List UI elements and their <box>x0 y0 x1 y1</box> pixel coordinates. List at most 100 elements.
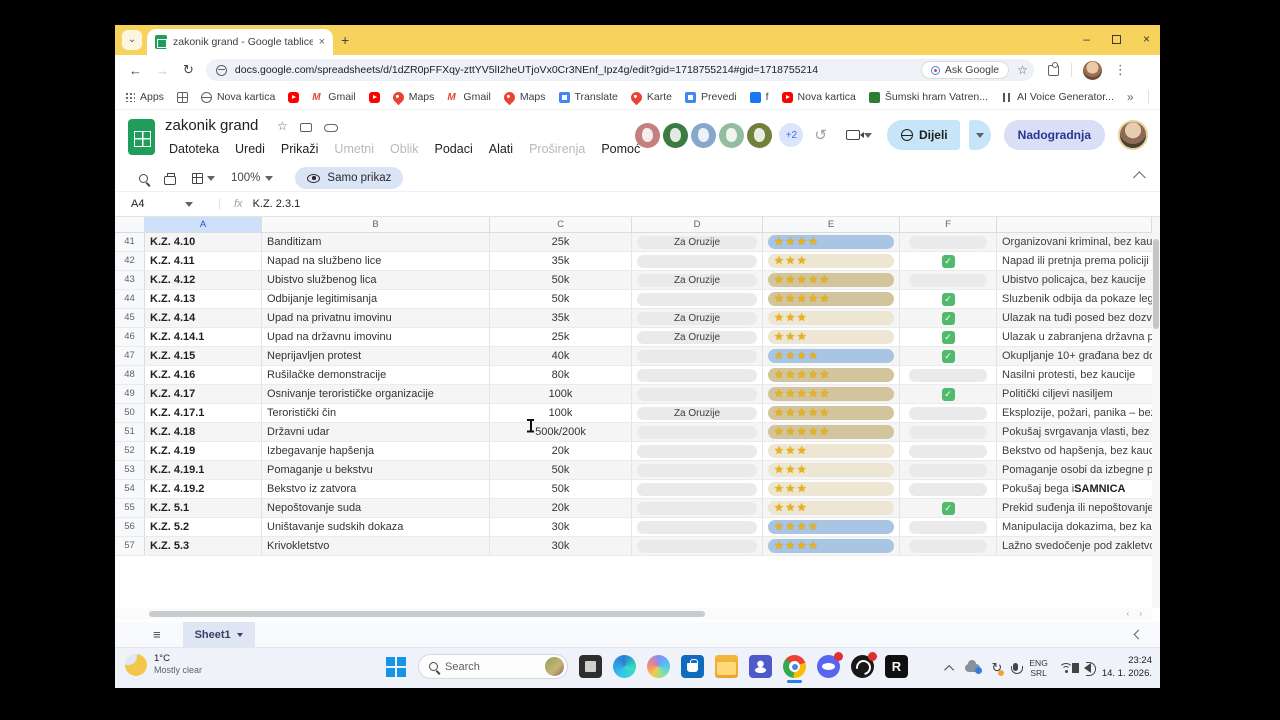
chip-za-oruzije[interactable]: Za Oruzije <box>637 330 757 344</box>
cell-description[interactable]: Neprijavljen protest <box>262 347 490 365</box>
cell-weapons[interactable] <box>632 461 763 479</box>
table-row[interactable]: 45 K.Z. 4.14 Upad na privatnu imovinu 35k Za… <box>115 309 1152 328</box>
rating-chip[interactable]: ★★★★★ <box>768 292 894 306</box>
collaborator-avatar[interactable] <box>747 122 773 148</box>
tab-search-button[interactable]: ⌄ <box>122 30 142 50</box>
cell-code[interactable]: K.Z. 5.3 <box>145 537 262 555</box>
cell-description[interactable]: Upad na privatnu imovinu <box>262 309 490 327</box>
horizontal-scrollbar[interactable]: ‹ › <box>115 608 1152 619</box>
cell-description[interactable]: Pomaganje u bekstvu <box>262 461 490 479</box>
cell-fine[interactable]: 100k <box>490 404 632 422</box>
bookmark-item[interactable]: Šumski hram Vatren... <box>868 91 988 103</box>
all-sheets-icon[interactable]: ≡ <box>153 627 161 642</box>
cell-description[interactable]: Nepoštovanje suda <box>262 499 490 517</box>
cell-bail[interactable]: ✓ <box>900 499 997 517</box>
rating-chip[interactable]: ★★★★ <box>768 235 894 249</box>
rating-chip[interactable]: ★★★★ <box>768 520 894 534</box>
cell-code[interactable]: K.Z. 5.1 <box>145 499 262 517</box>
collaborator-avatar[interactable] <box>719 122 745 148</box>
rating-chip[interactable]: ★★★★★ <box>768 273 894 287</box>
chip-empty[interactable] <box>909 406 987 420</box>
chip-empty[interactable] <box>637 463 757 477</box>
language-indicator[interactable]: ENG SRL <box>1029 658 1047 678</box>
cell-prison-rating[interactable]: ★★★★★ <box>763 423 900 441</box>
version-history-icon[interactable]: ↺ <box>814 127 827 144</box>
cell-prison-rating[interactable]: ★★★★ <box>763 347 900 365</box>
cell-description[interactable]: Državni udar <box>262 423 490 441</box>
row-number[interactable]: 50 <box>115 404 145 422</box>
cell-code[interactable]: K.Z. 4.17 <box>145 385 262 403</box>
chip-empty[interactable] <box>909 482 987 496</box>
browser-menu-icon[interactable]: ⋮ <box>1113 62 1127 77</box>
cell-fine[interactable]: 500k/200k <box>490 423 632 441</box>
column-header-F[interactable]: F <box>900 217 997 232</box>
rating-chip[interactable]: ★★★★★ <box>768 368 894 382</box>
rating-chip[interactable]: ★★★★ <box>768 349 894 363</box>
bookmark-item[interactable]: Nova kartica <box>781 91 856 103</box>
cell-bail[interactable] <box>900 537 997 555</box>
scroll-arrows[interactable]: ‹ › <box>1126 609 1146 618</box>
row-number[interactable]: 43 <box>115 271 145 289</box>
rating-chip[interactable]: ★★★★★ <box>768 387 894 401</box>
cell-weapons[interactable] <box>632 537 763 555</box>
rating-chip[interactable]: ★★★★★ <box>768 406 894 420</box>
rating-chip[interactable]: ★★★ <box>768 463 894 477</box>
bookmark-star-icon[interactable]: ☆ <box>1017 63 1028 77</box>
checkbox-checked[interactable]: ✓ <box>941 349 955 363</box>
cell-note[interactable]: Organizovani kriminal, bez kaucije <box>997 233 1152 251</box>
rating-chip[interactable]: ★★★ <box>768 482 894 496</box>
cell-note[interactable]: Nasilni protesti, bez kaucije <box>997 366 1152 384</box>
reload-button[interactable]: ↻ <box>183 62 194 77</box>
cell-note[interactable]: Eksplozije, požari, panika – bez ka <box>997 404 1152 422</box>
bookmark-item[interactable]: Maps <box>390 89 434 105</box>
document-title[interactable]: zakonik grand <box>165 117 259 134</box>
zoom-selector[interactable]: 100% <box>231 172 274 184</box>
cell-weapons[interactable] <box>632 423 763 441</box>
cell-note[interactable]: Napad ili pretnja prema policiji <box>997 252 1152 270</box>
table-row[interactable]: 44 K.Z. 4.13 Odbijanje legitimisanja 50k ★★★… <box>115 290 1152 309</box>
cell-bail[interactable]: ✓ <box>900 252 997 270</box>
table-row[interactable]: 53 K.Z. 4.19.1 Pomaganje u bekstvu 50k ★★★ Po… <box>115 461 1152 480</box>
cell-fine[interactable]: 50k <box>490 271 632 289</box>
share-dropdown-button[interactable] <box>968 120 991 150</box>
cell-prison-rating[interactable]: ★★★★ <box>763 537 900 555</box>
cell-note[interactable]: Ulazak na tuđi posed bez dozvole <box>997 309 1152 327</box>
cell-weapons[interactable]: Za Oruzije <box>632 328 763 346</box>
row-number[interactable]: 56 <box>115 518 145 536</box>
cell-note[interactable]: Politički ciljevi nasiljem <box>997 385 1152 403</box>
cell-bail[interactable] <box>900 271 997 289</box>
rating-chip[interactable]: ★★★ <box>768 444 894 458</box>
cell-prison-rating[interactable]: ★★★ <box>763 328 900 346</box>
cell-bail[interactable]: ✓ <box>900 347 997 365</box>
chip-empty[interactable] <box>909 235 987 249</box>
rating-chip[interactable]: ★★★★★ <box>768 425 894 439</box>
checkbox-checked[interactable]: ✓ <box>941 387 955 401</box>
cell-weapons[interactable] <box>632 347 763 365</box>
rating-chip[interactable]: ★★★ <box>768 311 894 325</box>
chip-empty[interactable] <box>909 463 987 477</box>
rating-chip[interactable]: ★★★ <box>768 254 894 268</box>
view-only-chip[interactable]: Samo prikaz <box>295 167 404 189</box>
chip-empty[interactable] <box>637 292 757 306</box>
cell-fine[interactable]: 30k <box>490 537 632 555</box>
chip-za-oruzije[interactable]: Za Oruzije <box>637 273 757 287</box>
bookmark-item[interactable] <box>288 91 300 103</box>
cell-prison-rating[interactable]: ★★★★★ <box>763 366 900 384</box>
close-tab-icon[interactable]: × <box>318 36 325 48</box>
table-row[interactable]: 54 K.Z. 4.19.2 Bekstvo iz zatvora 50k ★★★ Pok… <box>115 480 1152 499</box>
sync-icon[interactable]: ↻ <box>991 660 1005 676</box>
cell-weapons[interactable] <box>632 480 763 498</box>
column-header-A[interactable]: A <box>145 217 262 232</box>
chip-empty[interactable] <box>637 254 757 268</box>
chip-empty[interactable] <box>637 425 757 439</box>
cell-description[interactable]: Odbijanje legitimisanja <box>262 290 490 308</box>
row-number[interactable]: 44 <box>115 290 145 308</box>
cell-bail[interactable]: ✓ <box>900 385 997 403</box>
row-number[interactable]: 48 <box>115 366 145 384</box>
checkbox-checked[interactable]: ✓ <box>941 292 955 306</box>
row-number[interactable]: 45 <box>115 309 145 327</box>
share-button[interactable]: Dijeli <box>886 120 960 150</box>
new-tab-button[interactable]: + <box>341 32 350 48</box>
row-number[interactable]: 57 <box>115 537 145 555</box>
chip-za-oruzije[interactable]: Za Oruzije <box>637 235 757 249</box>
